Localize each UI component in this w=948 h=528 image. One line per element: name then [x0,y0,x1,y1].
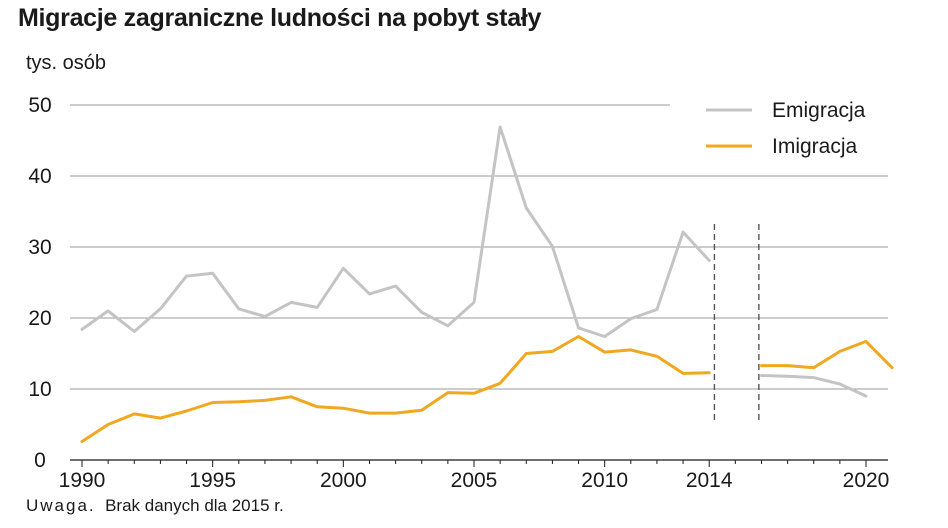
x-tick-label-1995: 1995 [189,469,236,492]
y-tick-label-50: 50 [28,94,51,117]
note-text: Brak danych dla 2015 r. [105,496,284,515]
chart-title: Migracje zagraniczne ludności na pobyt s… [18,4,542,32]
y-tick-label-0: 0 [34,449,46,472]
x-axis [70,459,888,467]
x-tick-label-1990: 1990 [59,469,106,492]
y-tick-label-20: 20 [28,307,51,330]
y-tick-labels: 0 10 20 30 40 50 [28,94,51,472]
x-tick-labels: 1990 1995 2000 2005 2010 2014 2020 [59,469,890,492]
y-tick-label-30: 30 [28,236,51,259]
chart-note: Uwaga. Brak danych dla 2015 r. [26,496,284,516]
y-axis-unit-label: tys. osób [26,52,107,74]
series-line-emigracja-2 [760,374,868,398]
y-tick-label-10: 10 [28,378,51,401]
grid-lines [70,104,888,390]
x-tick-label-2014: 2014 [686,469,733,492]
note-prefix: Uwaga. [26,496,96,515]
y-tick-label-40: 40 [28,165,51,188]
series-line-emigracja-1 [80,125,711,338]
legend: Emigracja Imigracja [706,99,866,158]
x-tick-label-2005: 2005 [451,469,498,492]
legend-label-emigracja: Emigracja [772,99,866,122]
x-tick-label-2010: 2010 [581,469,628,492]
x-tick-label-2000: 2000 [320,469,367,492]
x-tick-label-2020: 2020 [843,469,890,492]
data-gap-markers [713,224,760,420]
series-line-imigracja-1 [80,335,711,443]
series-group [80,125,894,443]
series-line-imigracja-2 [760,339,894,370]
legend-label-imigracja: Imigracja [772,135,858,158]
